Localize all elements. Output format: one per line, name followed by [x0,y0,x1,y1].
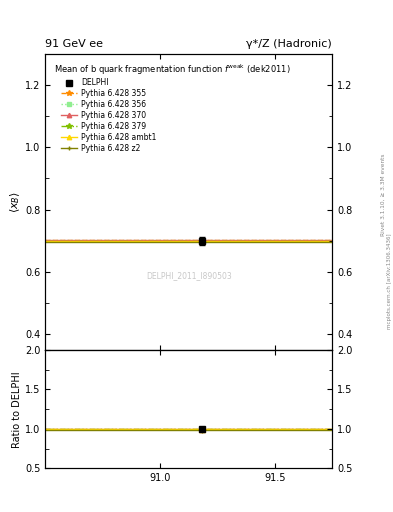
Text: Mean of b quark fragmentation function $\mathit{f}^{\mathrm{weak}}$ (dek2011): Mean of b quark fragmentation function $… [54,62,290,77]
Legend: DELPHI, Pythia 6.428 355, Pythia 6.428 356, Pythia 6.428 370, Pythia 6.428 379, : DELPHI, Pythia 6.428 355, Pythia 6.428 3… [58,75,160,156]
Text: mcplots.cern.ch [arXiv:1306.3436]: mcplots.cern.ch [arXiv:1306.3436] [387,234,391,329]
Y-axis label: $\langle x_B \rangle$: $\langle x_B \rangle$ [9,191,22,213]
Text: 91 GeV ee: 91 GeV ee [45,38,103,49]
Text: DELPHI_2011_I890503: DELPHI_2011_I890503 [146,271,231,281]
Y-axis label: Ratio to DELPHI: Ratio to DELPHI [12,371,22,447]
Text: γ*/Z (Hadronic): γ*/Z (Hadronic) [246,38,332,49]
Text: Rivet 3.1.10, ≥ 3.3M events: Rivet 3.1.10, ≥ 3.3M events [381,153,386,236]
